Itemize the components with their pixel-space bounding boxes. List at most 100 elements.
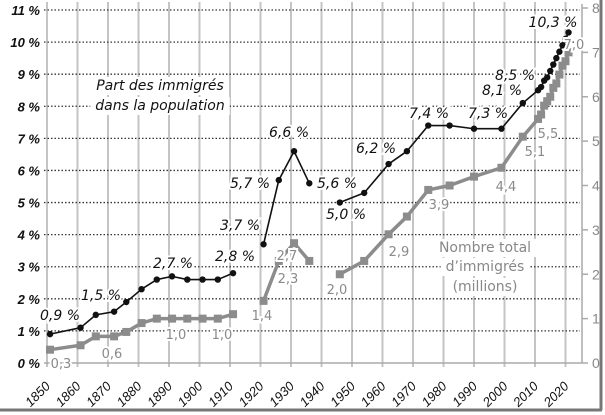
share-data-label: 7,3 % — [468, 106, 508, 122]
share-data-label: 1,5 % — [81, 288, 121, 304]
count-data-point — [561, 57, 570, 66]
x-tick-label: 2000 — [479, 378, 511, 410]
share-data-point — [168, 273, 176, 280]
share-data-point — [425, 122, 432, 129]
x-tick-label: 1910 — [205, 378, 237, 410]
x-tick-label: 1890 — [144, 378, 176, 410]
right-axis-tick-label: 6 — [592, 89, 600, 105]
count-data-point — [445, 181, 454, 190]
left-axis-tick-label: 10 % — [10, 35, 40, 50]
share-data-point — [260, 241, 267, 248]
share-data-label: 0,9 % — [40, 308, 80, 324]
share-data-point — [550, 61, 557, 68]
share-data-label: 5,7 % — [230, 176, 270, 192]
x-tick-label: 1860 — [53, 378, 85, 410]
x-tick-label: 1950 — [327, 378, 359, 410]
right-axis-tick-label: 7 — [592, 44, 600, 60]
share-data-point — [153, 276, 160, 283]
x-tick-label: 1880 — [114, 378, 146, 410]
share-data-point — [336, 199, 343, 206]
right-axis-tick-label: 5 — [592, 133, 600, 149]
x-tick-label: 1930 — [266, 378, 298, 410]
count-data-point — [360, 256, 369, 265]
x-tick-label: 1920 — [236, 378, 268, 410]
right-axis-tick-label: 8 — [592, 0, 600, 16]
share-data-point — [470, 125, 478, 132]
immigrant-count-line — [261, 241, 311, 302]
share-data-label: 3,7 % — [220, 218, 260, 234]
series-name-background — [91, 77, 229, 95]
count-data-point — [183, 314, 192, 323]
count-data-point — [549, 83, 558, 92]
share-data-point — [229, 269, 237, 277]
count-data-point — [543, 97, 552, 106]
share-data-label: 8,5 % — [495, 68, 535, 84]
share-data-point — [556, 48, 563, 55]
share-data-point — [110, 308, 118, 315]
share-data-point — [385, 160, 392, 168]
share-data-label: 5,6 % — [317, 176, 357, 192]
x-tick-label: 1940 — [297, 378, 329, 410]
share-data-point — [446, 122, 453, 129]
x-tick-label: 1870 — [83, 378, 115, 410]
count-data-point — [290, 239, 299, 248]
count-data-point — [46, 345, 55, 354]
count-data-point — [540, 101, 549, 110]
share-data-label: 2,8 % — [215, 249, 255, 265]
count-data-point — [518, 132, 527, 141]
share-data-point — [553, 54, 560, 62]
left-axis-tick-label: 3 % — [18, 260, 41, 275]
count-data-point — [229, 310, 238, 319]
immigrant-share-line — [262, 150, 311, 245]
count-data-point — [137, 319, 146, 328]
series-name-background — [440, 258, 530, 276]
count-data-point — [558, 61, 567, 70]
left-axis-tick-label: 1 % — [18, 324, 41, 339]
x-tick-label: 1850 — [22, 378, 54, 410]
share-data-point — [403, 148, 411, 155]
share-data-point — [275, 176, 282, 184]
x-tick-label: 1980 — [419, 378, 451, 410]
left-axis-tick-label: 2 % — [17, 292, 41, 307]
count-data-label: 2,0 — [327, 283, 348, 298]
share-data-point — [519, 99, 526, 107]
share-data-label: 6,2 % — [356, 141, 396, 157]
count-data-label: 1,4 — [252, 309, 273, 324]
count-data-point — [564, 48, 573, 57]
count-data-point — [470, 172, 478, 181]
count-data-point — [537, 110, 546, 119]
left-axis-tick-label: 8 % — [18, 99, 41, 114]
share-data-point — [77, 324, 84, 331]
share-data-point — [46, 330, 54, 338]
count-data-point — [110, 332, 119, 341]
x-tick-label: 2010 — [509, 378, 541, 410]
count-data-label: 2,9 — [389, 245, 410, 260]
share-data-label: 8,1 % — [482, 83, 522, 99]
share-data-label: 7,4 % — [409, 106, 449, 122]
count-data-point — [384, 230, 393, 239]
share-data-point — [559, 42, 566, 49]
count-data-point — [534, 114, 543, 123]
share-data-point — [498, 125, 505, 132]
count-data-label: 5,5 — [538, 127, 559, 142]
left-axis-tick-label: 11 % — [11, 3, 40, 18]
count-data-point — [76, 341, 85, 350]
count-data-point — [274, 256, 283, 265]
share-data-label: 6,6 % — [269, 125, 309, 141]
x-tick-label: 1960 — [358, 378, 390, 410]
share-data-point — [184, 276, 191, 283]
count-data-label: 0,3 — [51, 357, 72, 372]
count-data-point — [168, 314, 177, 323]
count-data-point — [335, 270, 344, 279]
left-axis-tick-label: 9 % — [18, 67, 41, 82]
count-data-point — [122, 327, 131, 336]
x-tick-label: 1900 — [175, 378, 207, 410]
series-name-label: Part des immigrés — [96, 78, 224, 94]
share-data-point — [138, 285, 145, 293]
series-name-label: d’immigrés — [446, 259, 525, 275]
right-axis-tick-label: 1 — [592, 311, 600, 327]
left-axis-tick-label: 4 % — [17, 228, 41, 243]
count-data-label: 1,0 — [212, 328, 233, 343]
count-data-point — [91, 332, 100, 341]
